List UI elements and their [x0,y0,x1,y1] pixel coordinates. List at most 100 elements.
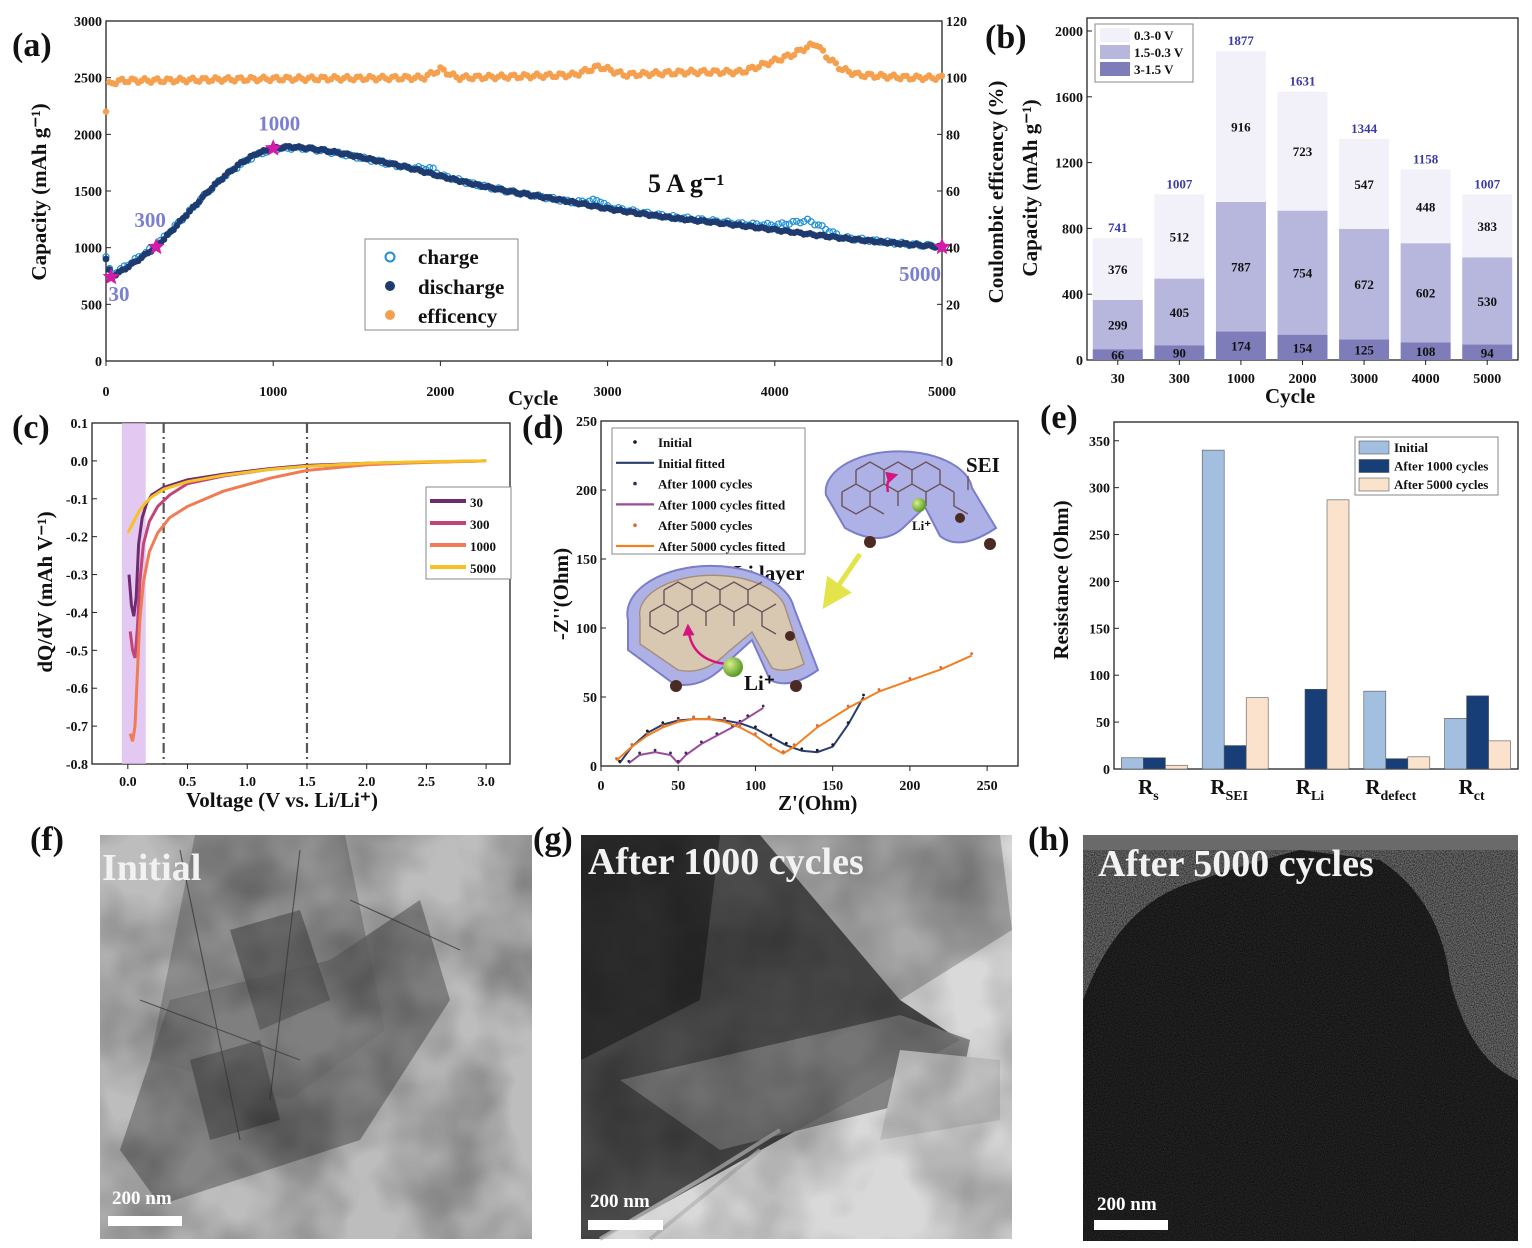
panel-a-label: (a) [12,27,52,64]
total-capacity-label: 1631 [1290,74,1316,89]
eis-data-point [638,751,642,755]
dqdv-curves [126,459,487,742]
tick-label: 100 [745,779,766,794]
stack-segment [1339,228,1390,340]
tick-label: 60 [946,185,960,200]
tick-label: 250 [576,415,597,430]
segment-value-label: 90 [1173,346,1186,361]
sei-disc [824,450,998,544]
e-y-ticks: 0 50 100 150 200 250 300 350 [1089,435,1119,778]
e-x-ticks: Rs RSEI RLi Rdefect Rct [1138,775,1485,804]
segment-value-label: 723 [1293,144,1313,159]
eis-data-point [831,743,835,747]
resistance-bar [1165,764,1188,770]
stack-segment [1154,345,1205,360]
legend-point [633,523,637,527]
b-legend-swatch-top [1100,28,1130,42]
sei-bead [864,536,876,548]
charge-point [782,220,790,228]
tick-label: 80 [946,128,960,143]
panel-e-label: (e) [1040,399,1078,436]
eis-data-point [792,743,796,747]
eis-data-point [970,652,974,655]
eis-data-point [723,718,726,722]
resistance-bar [1143,757,1166,770]
segment-value-label: 299 [1108,318,1128,333]
eis-data-point [699,740,703,744]
eis-data-point [669,751,672,755]
li-ion-sphere [912,498,926,512]
tick-label: 50 [671,779,685,794]
transform-arrow [822,552,863,609]
tick-label: 5000 [928,385,956,400]
tick-label: 100 [946,72,967,87]
total-capacity-label: 1877 [1228,33,1255,48]
e-y-axis-title: Resistance (Ohm) [1049,500,1073,659]
tem-image-1000 [581,835,1012,1241]
charge-point [818,222,826,230]
segment-value-label: 405 [1170,305,1190,320]
stack-segment [1462,257,1513,345]
tick-label: 350 [1089,435,1110,450]
b-x-axis-title: Cycle [1265,384,1315,408]
tick-label: 250 [1089,529,1110,544]
tick-label: 0.1 [71,417,89,432]
charge-point [814,221,823,229]
b-legend-top-label: 0.3-0 V [1134,28,1174,43]
legend-label: 5000 [470,561,496,576]
category-subscript: s [1153,789,1159,804]
sei-li-schematic: SEI+Li layer Li⁺ [626,561,820,695]
tick-label: 800 [1062,222,1083,237]
eis-data-point [877,688,881,691]
segment-value-label: 787 [1231,260,1251,275]
dqdv-line [126,459,487,534]
category-label: Rdefect [1365,775,1416,804]
stack-segment [1277,334,1328,360]
dashed-voltage-lines [162,423,309,764]
star-label: 5000 [899,262,941,286]
panel-g-label: (g) [533,821,573,858]
eis-data-point [815,723,819,727]
tem-h-title: After 5000 cycles [1098,843,1374,885]
resistance-bar [1385,758,1409,770]
b-stacked-bars: 66 299 376 741 30 90 405 512 1007 300 174 787 916 187… [1092,33,1513,387]
resistance-bars [1121,449,1511,770]
resistance-bar [1121,757,1144,770]
category-label: Rs [1138,775,1159,804]
resistance-bar [1466,695,1489,770]
a-x-axis-title: Cycle [508,386,558,410]
li-layer [638,574,805,672]
eis-data-point [715,732,719,736]
segment-value-label: 672 [1354,277,1374,292]
stack-segment [1339,138,1390,229]
panel-f-label: (f) [30,821,64,858]
charge-series [102,143,946,278]
rate-annotation: 5 A g⁻¹ [648,169,724,198]
efficency-point [440,66,447,73]
panel-d: (d) 0 50 100 150 200 250 0 50 100 150 200 250 Z'(O… [522,409,1019,815]
a-y-axis-title: Capacity (mAh g⁻¹) [27,103,51,280]
d-legend: Initial Initial fitted After 1000 cycles Af… [611,427,806,555]
e-legend: Initial After 1000 cycles After 5000 cycle… [1354,436,1499,496]
a-x-ticks: 0 1000 2000 3000 4000 5000 [103,361,956,400]
tick-label: 100 [576,622,597,637]
d-legend-box [611,427,806,555]
eis-data-point [846,721,850,724]
c-x-ticks: 0.0 0.5 1.0 1.5 2.0 2.5 3.0 [119,764,495,790]
tick-label: -0.1 [66,493,88,508]
tick-label: 2000 [426,385,454,400]
stack-segment [1339,339,1390,360]
tick-label: 1200 [1055,157,1083,172]
tick-label: 1.0 [239,775,257,790]
legend-efficency-label: efficency [418,304,498,328]
tick-label: 0 [1076,354,1083,369]
charge-point [811,221,819,229]
tick-label: 150 [822,779,843,794]
resistance-bar [1407,756,1431,770]
tick-label: 150 [1089,622,1110,637]
tick-label: -0.3 [66,569,88,584]
resistance-bar [1245,697,1269,770]
eis-data-point [645,729,649,733]
tick-label: -0.6 [66,682,88,697]
